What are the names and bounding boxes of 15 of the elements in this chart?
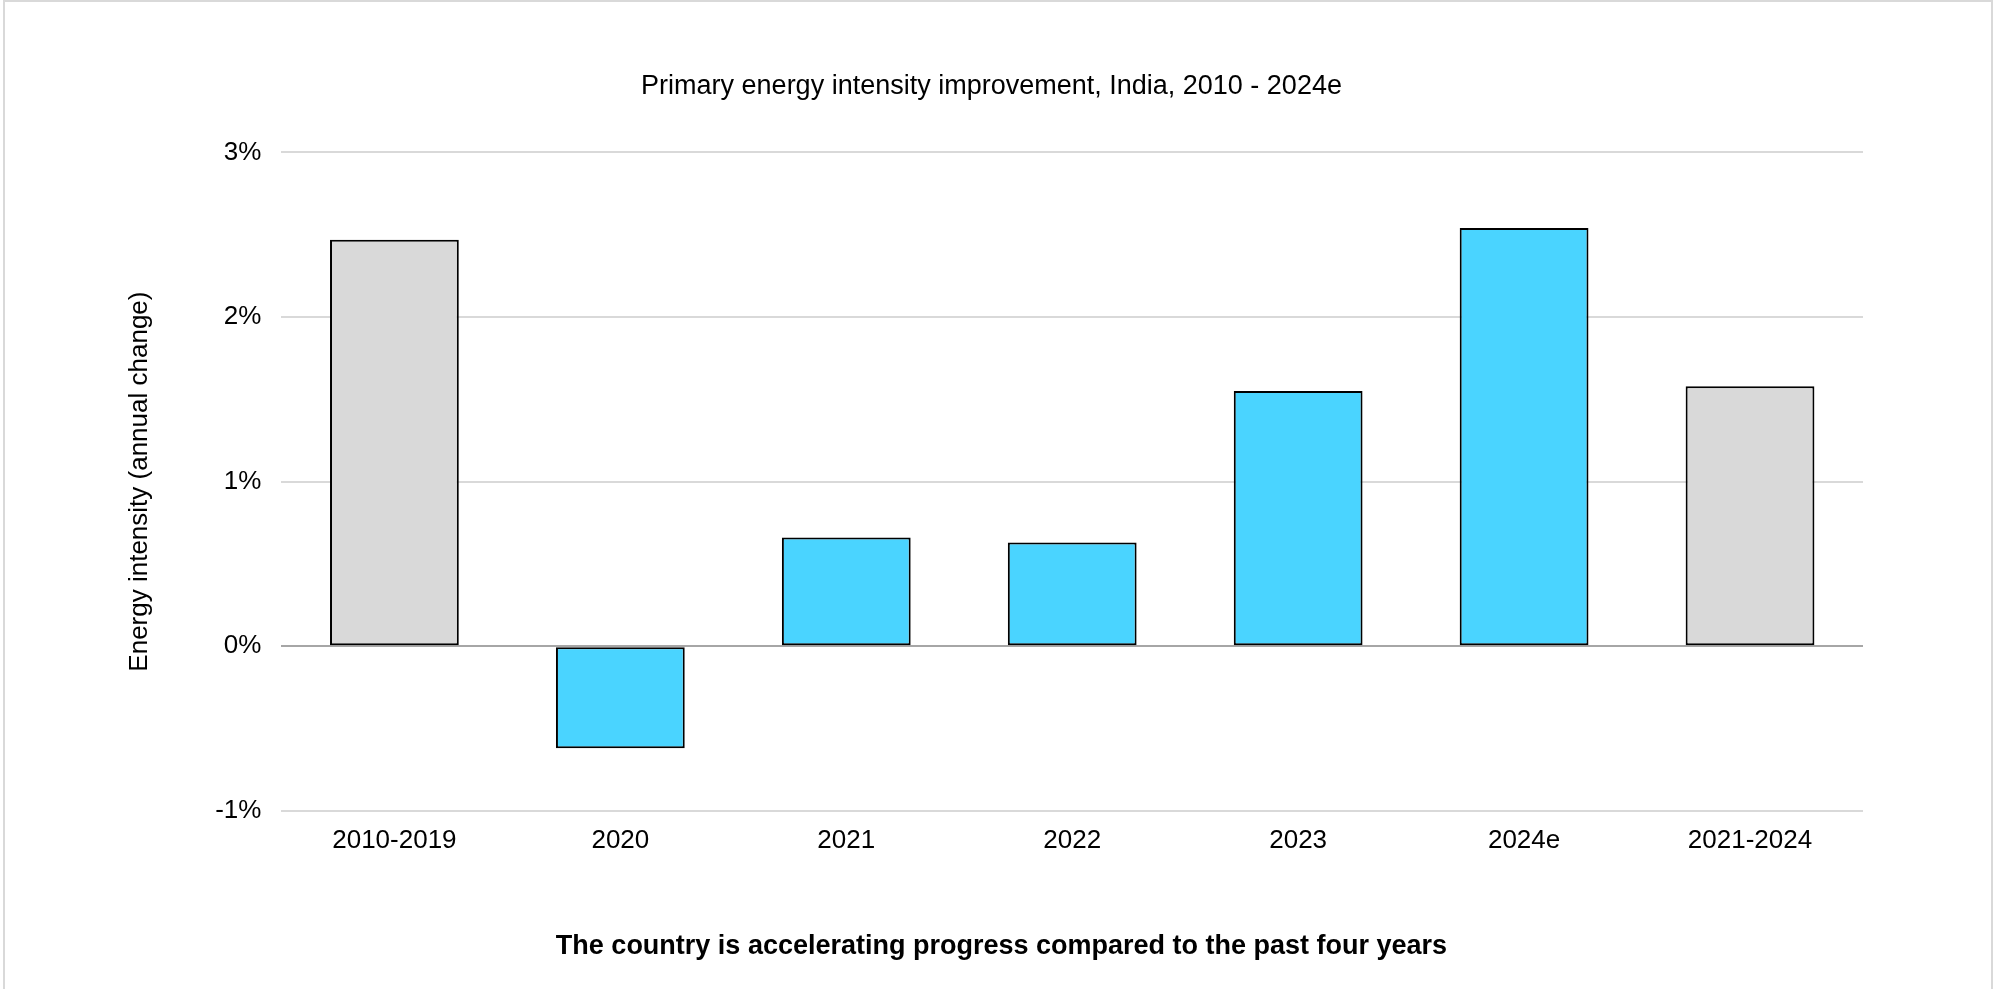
x-tick-label: 2024e (1487, 823, 1561, 854)
y-tick-label: 2% (223, 300, 262, 331)
y-tick-label: 1% (223, 464, 262, 495)
x-tick-label: 2021 (817, 823, 876, 854)
x-tick-label: 2023 (1269, 823, 1328, 854)
chart-title: Primary energy intensity improvement, India, 2010 - 2024e (641, 69, 1342, 100)
x-tick-label: 2021-2024 (1687, 823, 1813, 854)
y-tick-label: 0% (223, 629, 262, 660)
y-tick-label: 3% (223, 135, 262, 166)
x-tick-label: 2022 (1043, 823, 1102, 854)
y-tick-label: -1% (215, 793, 262, 824)
y-axis-title: Energy intensity (annual change) (122, 291, 153, 672)
text: The country is accelerating progress compared to the past four years (554, 930, 1449, 961)
x-tick-label: 2020 (591, 823, 650, 854)
x-tick-label: 2010-2019 (332, 823, 457, 854)
